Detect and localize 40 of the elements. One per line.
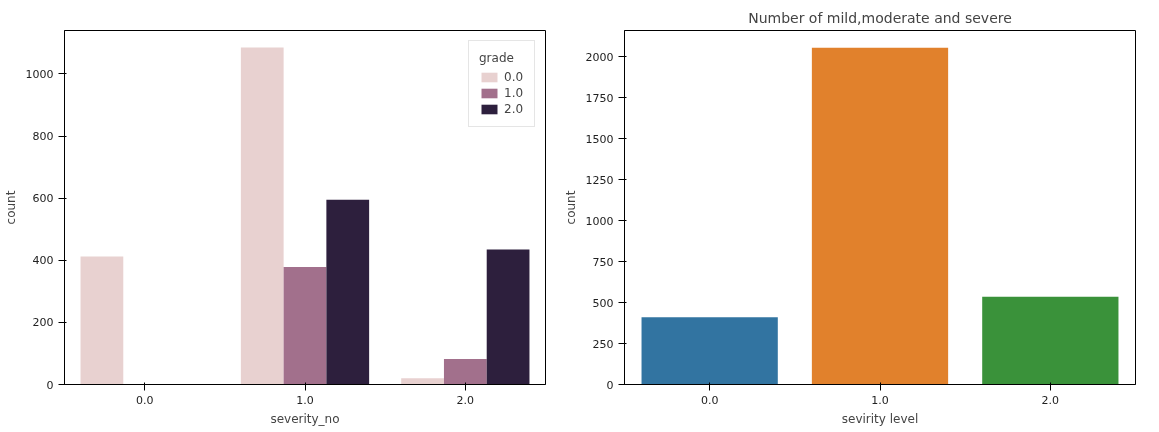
y-tick-label: 600 bbox=[32, 192, 54, 206]
legend-label: 0.0 bbox=[504, 70, 524, 84]
bar bbox=[811, 47, 949, 385]
y-tick-label: 0 bbox=[606, 378, 614, 392]
x-tick-label: 1.0 bbox=[296, 393, 314, 407]
y-tick-label: 2000 bbox=[585, 50, 614, 64]
y-tick-label: 800 bbox=[32, 130, 54, 144]
bar bbox=[240, 47, 284, 385]
chart-title: Number of mild,moderate and severe bbox=[748, 9, 1012, 26]
y-tick-label: 500 bbox=[592, 296, 614, 310]
y-tick-label: 1250 bbox=[585, 173, 614, 187]
x-axis-title: severity_no bbox=[270, 411, 340, 426]
legend-title: grade bbox=[479, 51, 515, 65]
y-tick-label: 1500 bbox=[585, 132, 614, 146]
y-tick-label: 250 bbox=[592, 337, 614, 351]
y-axis-title: count bbox=[563, 190, 578, 225]
bar bbox=[80, 256, 124, 385]
x-axis-title: sevirity level bbox=[841, 411, 919, 426]
bar bbox=[486, 249, 530, 385]
y-tick-label: 1000 bbox=[585, 214, 614, 228]
x-tick-label: 0.0 bbox=[700, 393, 719, 407]
legend-label: 2.0 bbox=[504, 102, 524, 116]
y-tick-label: 200 bbox=[32, 316, 54, 330]
bar bbox=[641, 317, 778, 385]
y-tick-label: 1750 bbox=[585, 91, 614, 105]
legend-label: 1.0 bbox=[504, 86, 524, 100]
bar bbox=[326, 199, 370, 385]
y-axis-title: count bbox=[3, 190, 18, 225]
x-tick-label: 2.0 bbox=[456, 393, 475, 407]
y-tick-label: 1000 bbox=[25, 67, 54, 81]
y-tick-label: 750 bbox=[592, 255, 614, 269]
bar bbox=[982, 296, 1119, 385]
x-tick-label: 2.0 bbox=[1041, 393, 1060, 407]
bar bbox=[443, 359, 487, 385]
bar bbox=[283, 267, 327, 385]
y-tick-label: 400 bbox=[32, 254, 54, 268]
y-tick-label: 0 bbox=[46, 378, 54, 392]
x-tick-label: 0.0 bbox=[135, 393, 154, 407]
x-tick-label: 1.0 bbox=[871, 393, 889, 407]
bar bbox=[401, 378, 444, 385]
